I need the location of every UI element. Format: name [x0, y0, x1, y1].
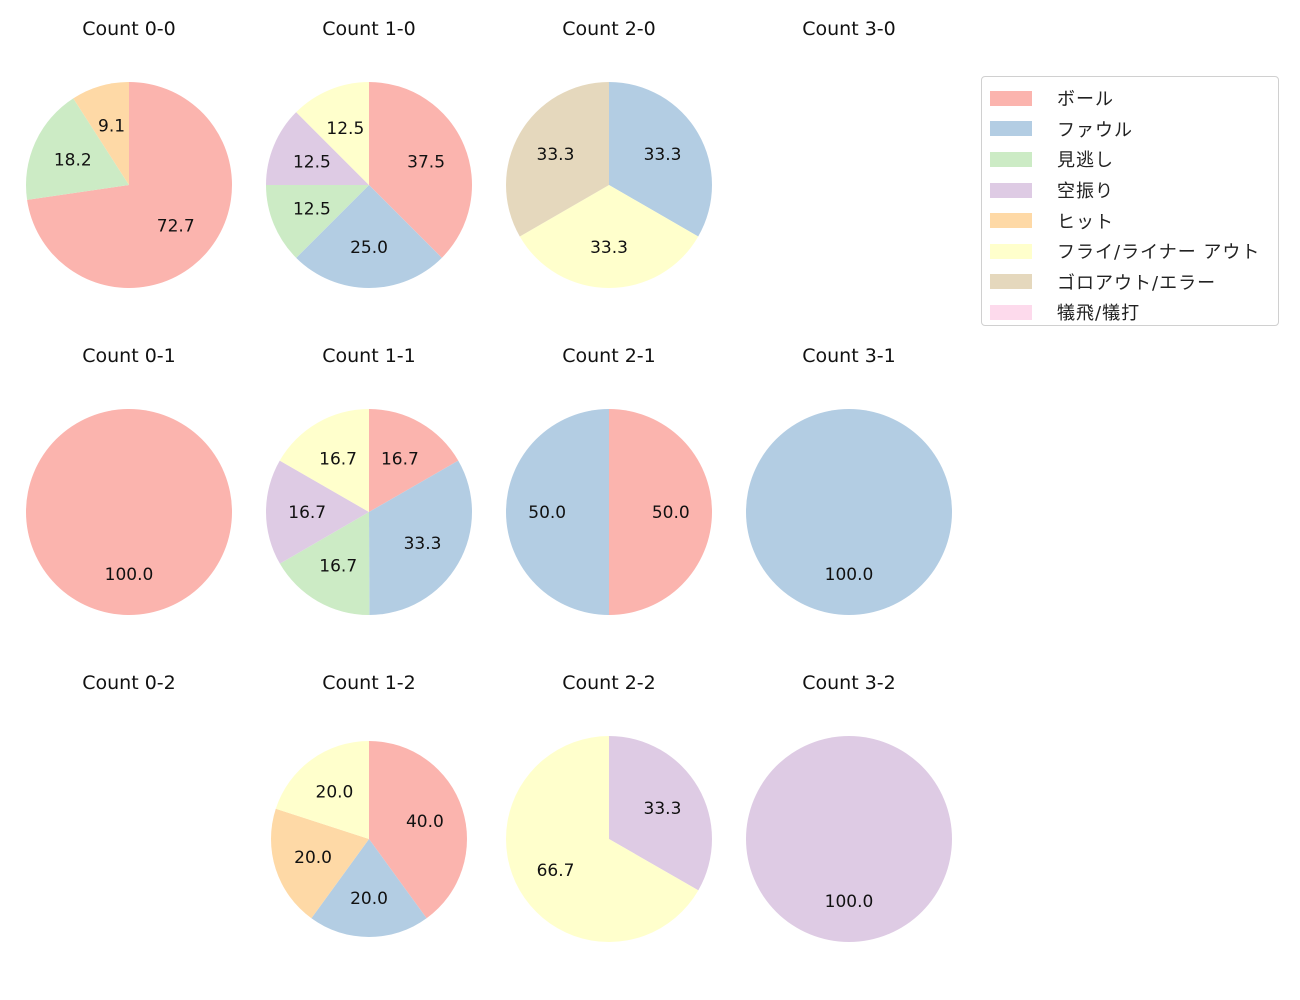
pie-slice — [609, 82, 712, 237]
pie-slice — [296, 82, 369, 185]
pie-value-label: 12.5 — [293, 200, 331, 220]
pie-title: Count 2-1 — [562, 345, 656, 367]
pie-value-label: 40.0 — [406, 812, 444, 832]
pie-value-label: 20.0 — [316, 782, 354, 802]
pie-slice — [296, 185, 442, 288]
pie-slice — [26, 409, 232, 615]
pie-slice — [26, 98, 130, 200]
legend-label: ゴロアウト/エラー — [1057, 272, 1217, 294]
pie-title: Count 3-0 — [802, 18, 896, 40]
pie-slice — [73, 82, 129, 185]
pie-slice — [275, 741, 369, 839]
pie-value-label: 20.0 — [294, 848, 332, 868]
pie-slice — [27, 82, 233, 289]
legend-swatch — [990, 90, 1032, 106]
legend-label: 犠飛/犠打 — [1057, 303, 1141, 325]
legend-item: ヒット — [982, 205, 1278, 236]
pie-value-label: 50.0 — [528, 503, 566, 523]
pie-value-label: 33.3 — [644, 799, 682, 819]
pie-slice — [369, 409, 459, 512]
legend-swatch — [990, 151, 1032, 167]
pie-title: Count 0-2 — [82, 672, 176, 694]
legend-swatch — [990, 243, 1032, 259]
pie-value-label: 100.0 — [825, 892, 874, 912]
legend: ボール ファウル 見逃し 空振り ヒット フライ/ライナー アウト ゴロアウト/… — [981, 76, 1279, 326]
pie-slice — [609, 736, 712, 891]
legend-label: ファウル — [1057, 119, 1133, 141]
pie-title: Count 3-1 — [802, 345, 896, 367]
legend-item: ボール — [982, 83, 1278, 114]
legend-item: ゴロアウト/エラー — [982, 267, 1278, 298]
pie-value-label: 20.0 — [350, 889, 388, 909]
pie-slice — [746, 409, 952, 615]
legend-label: 見逃し — [1057, 150, 1114, 172]
pie-value-label: 16.7 — [288, 503, 326, 523]
pie-title: Count 2-2 — [562, 672, 656, 694]
legend-item: 空振り — [982, 175, 1278, 206]
pie-title: Count 3-2 — [802, 672, 896, 694]
pie-slice — [506, 82, 609, 237]
pie-slice — [506, 736, 699, 943]
pie-value-label: 25.0 — [350, 238, 388, 258]
pie-value-label: 12.5 — [293, 152, 331, 172]
legend-item: 見逃し — [982, 144, 1278, 175]
pie-title: Count 2-0 — [562, 18, 656, 40]
pie-value-label: 33.3 — [537, 145, 575, 165]
pie-slice — [270, 808, 369, 919]
legend-item: ファウル — [982, 114, 1278, 145]
legend-swatch — [990, 213, 1032, 229]
pie-slice — [266, 460, 369, 564]
pie-value-label: 9.1 — [98, 117, 125, 137]
pie-value-label: 16.7 — [319, 557, 357, 577]
pie-title: Count 0-1 — [82, 345, 176, 367]
pie-value-label: 33.3 — [590, 238, 628, 258]
pie-value-label: 16.7 — [381, 449, 419, 469]
legend-label: フライ/ライナー アウト — [1057, 242, 1261, 264]
pie-slice — [266, 112, 369, 185]
pie-value-label: 16.7 — [319, 449, 357, 469]
pie-value-label: 100.0 — [825, 565, 874, 585]
pie-slice — [266, 185, 369, 258]
pie-value-label: 12.5 — [326, 119, 364, 139]
pie-value-label: 37.5 — [407, 152, 445, 172]
pie-value-label: 66.7 — [537, 861, 575, 881]
legend-item: フライ/ライナー アウト — [982, 236, 1278, 267]
pie-slice — [279, 409, 369, 512]
legend-swatch — [990, 121, 1032, 137]
pie-title: Count 1-0 — [322, 18, 416, 40]
pie-slice — [506, 409, 609, 615]
pie-title: Count 1-2 — [322, 672, 416, 694]
pie-value-label: 100.0 — [105, 565, 154, 585]
legend-label: ヒット — [1057, 211, 1114, 233]
pie-title: Count 1-1 — [322, 345, 416, 367]
pie-value-label: 33.3 — [644, 145, 682, 165]
pie-value-label: 50.0 — [652, 503, 690, 523]
legend-swatch — [990, 182, 1032, 198]
pie-slice — [279, 512, 370, 616]
pie-slice — [369, 741, 467, 919]
legend-label: ボール — [1057, 89, 1114, 111]
pie-title: Count 0-0 — [82, 18, 176, 40]
pie-slice — [311, 839, 427, 937]
legend-swatch — [990, 274, 1032, 290]
pie-value-label: 72.7 — [157, 216, 195, 236]
pie-slice — [746, 736, 952, 942]
pie-slice — [369, 460, 472, 615]
legend-item: 犠飛/犠打 — [982, 297, 1278, 328]
pie-slice — [519, 185, 699, 288]
pie-slice — [369, 82, 472, 258]
legend-label: 空振り — [1057, 181, 1114, 203]
pie-slice — [609, 409, 712, 615]
pie-value-label: 33.3 — [404, 534, 442, 554]
legend-swatch — [990, 304, 1032, 320]
pie-value-label: 18.2 — [54, 150, 92, 170]
